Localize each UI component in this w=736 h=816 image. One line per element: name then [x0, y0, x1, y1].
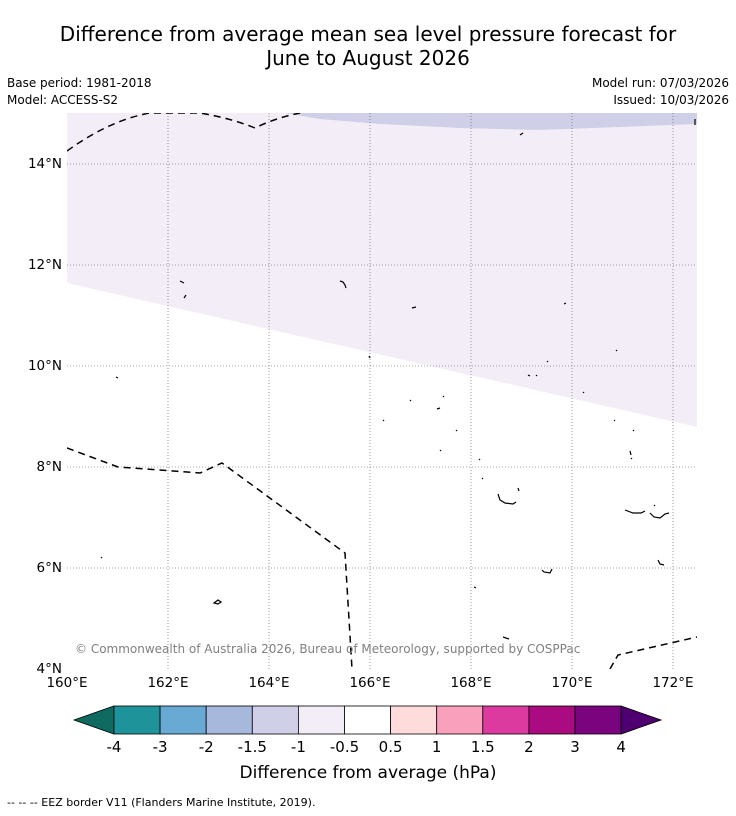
lon-label: 166°E: [349, 675, 390, 691]
chart-title: Difference from average mean sea level p…: [0, 22, 736, 70]
colorbar-tick-label: 1: [432, 738, 442, 756]
lon-label: 172°E: [652, 675, 693, 691]
gridlines: [67, 113, 697, 669]
colorbar-tick-label: -3: [153, 738, 168, 756]
colorbar-title: Difference from average (hPa): [240, 763, 497, 783]
lat-label: 6°N: [37, 560, 62, 576]
lon-label: 164°E: [248, 675, 289, 691]
colorbar-swatch: [344, 705, 391, 735]
colorbar-swatch: [159, 705, 207, 735]
colorbar-tick-label: 0.5: [379, 738, 403, 756]
colorbar-swatch: [436, 705, 484, 735]
latitude-labels: 14°N 12°N 10°N 8°N 6°N 4°N: [28, 156, 62, 677]
colorbar-swatch: [390, 705, 438, 735]
colorbar-swatch: [205, 705, 253, 735]
colorbar-tick-label: 1.5: [471, 738, 495, 756]
lat-label: 10°N: [28, 358, 62, 374]
model-name: Model: ACCESS-S2: [7, 93, 119, 107]
longitude-labels: 160°E 162°E 164°E 166°E 168°E 170°E 172°…: [46, 675, 693, 691]
map-plot-area: [67, 113, 697, 669]
lat-label: 12°N: [28, 257, 62, 273]
colorbar-extension-low: [72, 705, 115, 735]
colorbar-swatch: [528, 705, 576, 735]
colorbar-tick-label: 3: [570, 738, 580, 756]
lat-label: 8°N: [37, 459, 62, 475]
eez-border-marshall: [67, 447, 353, 669]
lon-label: 160°E: [46, 675, 87, 691]
eez-borders: [67, 113, 697, 669]
anomaly-region-minus-0.5: [67, 113, 697, 427]
colorbar-tick-label: -4: [107, 738, 122, 756]
lat-label: 14°N: [28, 156, 62, 172]
metadata-right: Model run: 07/03/2026 Issued: 10/03/2026: [592, 75, 729, 109]
colorbar-swatch: [297, 705, 345, 735]
colorbar-tick-label: -1: [291, 738, 306, 756]
islands: [100, 119, 696, 640]
colorbar-tick-label: 2: [524, 738, 534, 756]
base-period: Base period: 1981-2018: [7, 76, 152, 90]
issued-date: Issued: 10/03/2026: [613, 93, 729, 107]
colorbar-swatch: [113, 705, 161, 735]
lon-label: 170°E: [551, 675, 592, 691]
copyright-notice: © Commonwealth of Australia 2026, Bureau…: [75, 642, 580, 656]
lon-label: 168°E: [450, 675, 491, 691]
eez-border-north: [67, 113, 301, 152]
colorbar-tick-label: 4: [616, 738, 626, 756]
title-line-2: June to August 2026: [266, 46, 470, 70]
eez-legend-footer: -- -- -- EEZ border V11 (Flanders Marine…: [7, 796, 316, 809]
colorbar-tick-label: -0.5: [330, 738, 359, 756]
eez-border-southeast: [609, 636, 697, 669]
colorbar-swatch: [574, 705, 622, 735]
anomaly-region-minus-1: [285, 113, 697, 130]
colorbar-extension-high: [620, 705, 663, 735]
colorbar: -4 -3 -2 -1.5 -1 -0.5 0.5 1 1.5 2 3 4: [72, 705, 663, 756]
title-line-1: Difference from average mean sea level p…: [59, 22, 677, 46]
lon-label: 162°E: [147, 675, 188, 691]
metadata-left: Base period: 1981-2018 Model: ACCESS-S2: [7, 75, 152, 109]
colorbar-tick-label: -2: [199, 738, 214, 756]
colorbar-swatch: [251, 705, 299, 735]
lat-label: 4°N: [37, 661, 62, 677]
colorbar-swatch: [482, 705, 530, 735]
model-run: Model run: 07/03/2026: [591, 76, 729, 90]
colorbar-tick-label: -1.5: [238, 738, 267, 756]
